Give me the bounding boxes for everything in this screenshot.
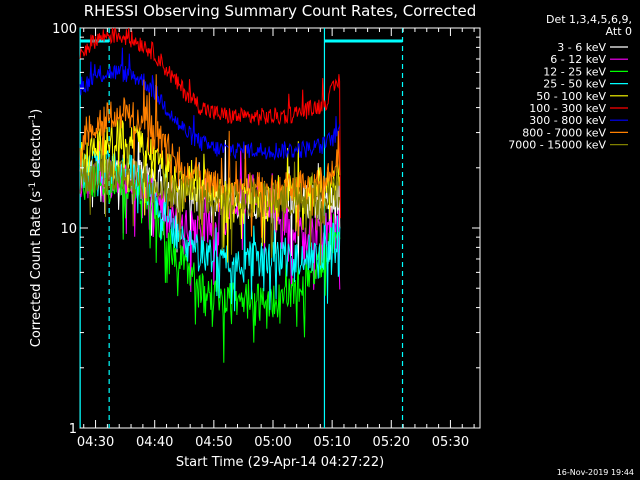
- legend-label: 50 - 100 keV: [536, 90, 606, 103]
- y-label-superscript: -1: [28, 114, 38, 123]
- y-tick-label: 100: [52, 22, 77, 37]
- y-label-text: Corrected Count Rate (s: [29, 191, 44, 348]
- timestamp: 16-Nov-2019 19:44: [557, 468, 634, 477]
- y-axis-label: Corrected Count Rate (s-1 detector-1): [28, 109, 44, 347]
- x-tick-label: 04:40: [136, 435, 173, 450]
- legend-label: 6 - 12 keV: [550, 53, 606, 66]
- count-rate-chart: RHESSI Observing Summary Count Rates, Co…: [0, 0, 640, 480]
- chart-title: RHESSI Observing Summary Count Rates, Co…: [84, 2, 477, 20]
- y-tick-label: 10: [60, 222, 77, 237]
- x-tick-label: 04:30: [77, 435, 114, 450]
- x-tick-label: 05:20: [373, 435, 410, 450]
- legend-label: 3 - 6 keV: [557, 41, 606, 54]
- legend-header-line-2: Att 0: [606, 25, 632, 38]
- y-label-superscript: -1: [28, 182, 38, 191]
- legend-label: 7000 - 15000 keV: [508, 139, 606, 152]
- y-label-text: ): [29, 109, 44, 114]
- legend-label: 25 - 50 keV: [543, 78, 606, 91]
- x-axis-label: Start Time (29-Apr-14 04:27:22): [176, 455, 384, 470]
- y-tick-label: 1: [69, 422, 77, 437]
- x-tick-label: 05:10: [313, 435, 350, 450]
- legend-label: 100 - 300 keV: [529, 102, 606, 115]
- legend-label: 12 - 25 keV: [543, 65, 606, 78]
- x-tick-label: 05:00: [254, 435, 291, 450]
- x-tick-label: 05:30: [432, 435, 469, 450]
- legend-label: 300 - 800 keV: [529, 114, 606, 127]
- legend-label: 800 - 7000 keV: [522, 126, 606, 139]
- x-tick-label: 04:50: [195, 435, 232, 450]
- y-label-text: detector: [29, 122, 44, 182]
